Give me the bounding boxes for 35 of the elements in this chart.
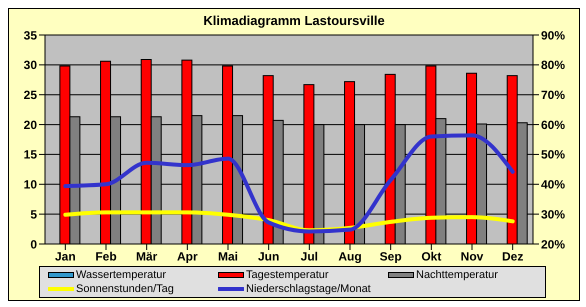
legend-label: Niederschlagstage/Monat bbox=[246, 282, 371, 296]
x-tick-label: Jul bbox=[300, 250, 318, 264]
legend-label: Nachttemperatur bbox=[416, 268, 498, 282]
x-tick-label: Jun bbox=[258, 250, 280, 264]
y-tick-label: 25 bbox=[24, 88, 38, 102]
y-tick-label: 30 bbox=[24, 58, 38, 72]
y2-tick-label: 20% bbox=[541, 237, 566, 252]
legend-label: Tagestemperatur bbox=[246, 268, 329, 282]
y-tick-label: 10 bbox=[24, 178, 38, 192]
x-tick-label: Feb bbox=[95, 250, 117, 264]
y2-tick-label: 70% bbox=[541, 88, 566, 102]
x-tick-label: Mär bbox=[136, 250, 158, 264]
x-tick-label: Sep bbox=[380, 250, 402, 264]
y-tick-label: 5 bbox=[30, 207, 38, 222]
legend-label: Wassertemperatur bbox=[76, 268, 166, 282]
chart-title: Klimadiagramm Lastoursville bbox=[202, 12, 386, 29]
y-tick-label: 15 bbox=[24, 148, 38, 162]
y-tick-label: 35 bbox=[24, 28, 38, 42]
x-tick-label: Apr bbox=[176, 250, 198, 264]
x-tick-label: Okt bbox=[421, 250, 442, 264]
y2-tick-label: 60% bbox=[541, 118, 566, 132]
x-tick-label: Dez bbox=[502, 250, 524, 264]
x-tick-label: Aug bbox=[338, 250, 362, 264]
y-tick-label: 20 bbox=[24, 118, 38, 132]
y2-tick-label: 30% bbox=[541, 207, 566, 222]
y2-tick-label: 80% bbox=[541, 58, 566, 72]
y2-tick-label: 90% bbox=[541, 28, 566, 42]
y-tick-label: 0 bbox=[30, 237, 38, 252]
x-tick-label: Mai bbox=[218, 250, 238, 264]
legend-label: Sonnenstunden/Tag bbox=[76, 282, 174, 296]
line-series bbox=[63, 133, 515, 234]
x-tick-label: Jan bbox=[54, 250, 76, 264]
y2-tick-label: 50% bbox=[541, 148, 566, 162]
y2-tick-label: 40% bbox=[541, 178, 566, 192]
x-tick-label: Nov bbox=[460, 250, 484, 264]
